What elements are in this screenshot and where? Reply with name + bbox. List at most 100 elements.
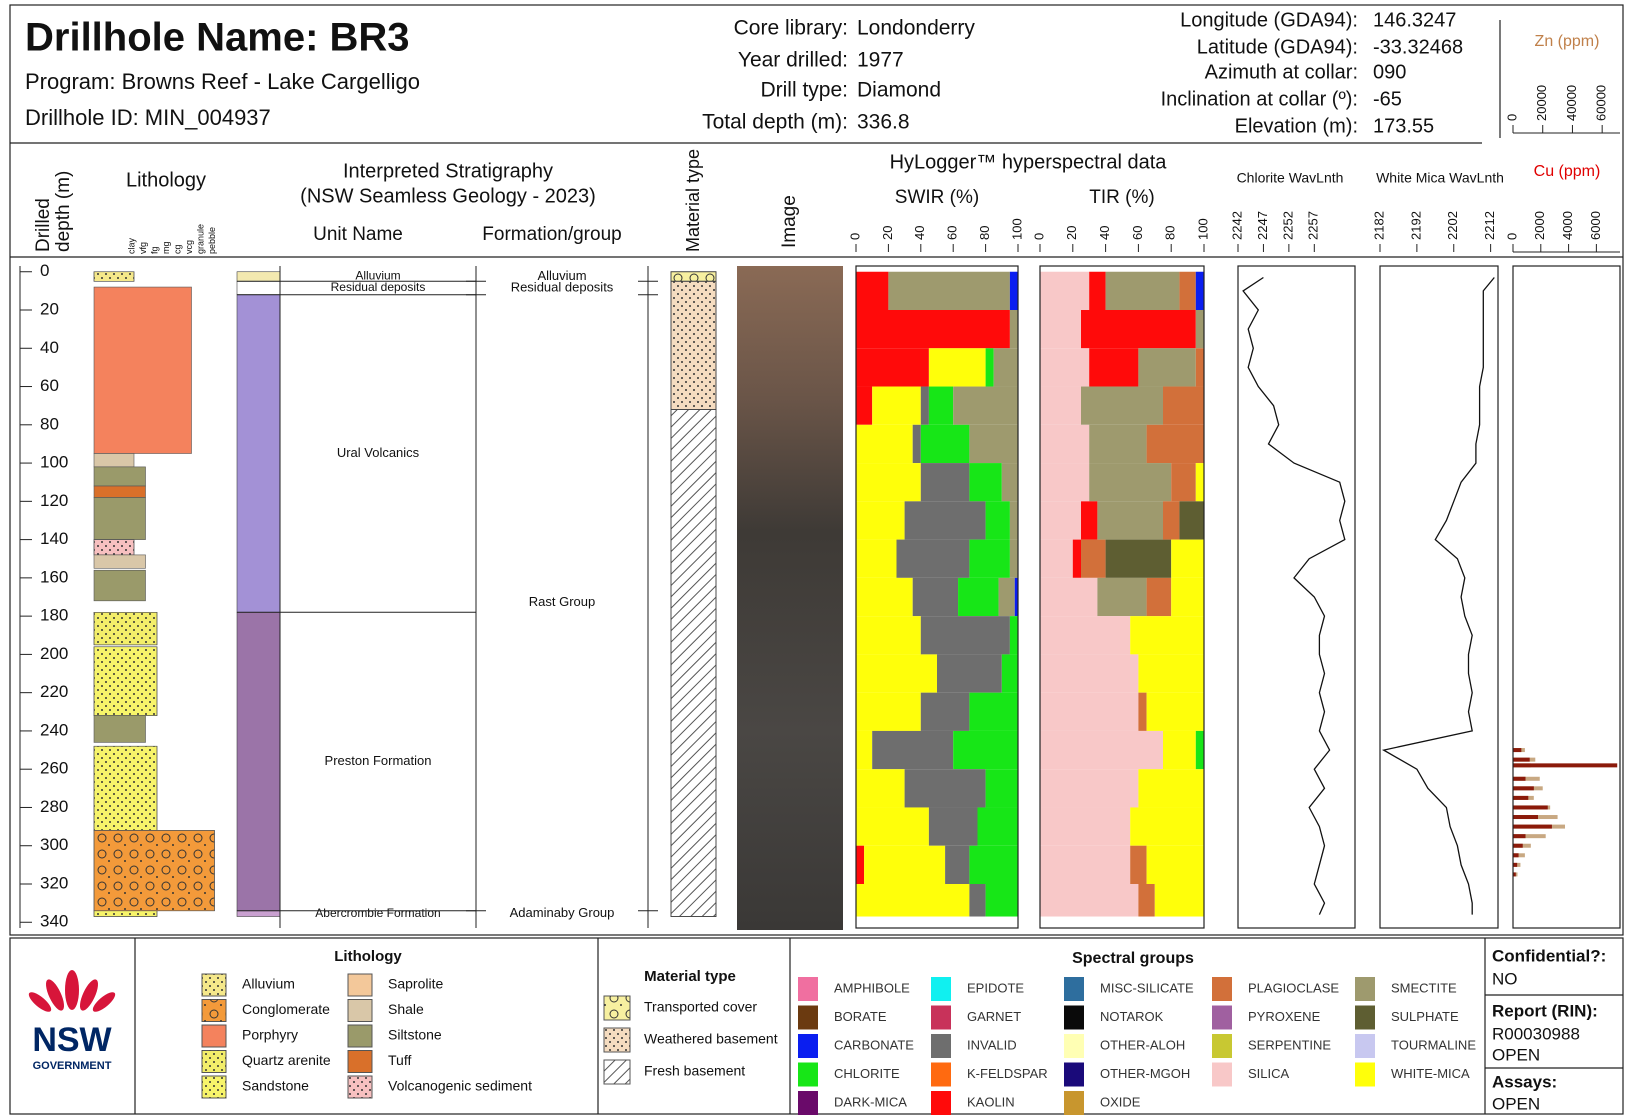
depth-tick-label: 140 bbox=[40, 529, 68, 548]
spectral-segment bbox=[978, 807, 1019, 845]
spectral-segment bbox=[929, 387, 953, 425]
assay-tick-label: 2000 bbox=[1532, 211, 1547, 240]
spectral-segment bbox=[1040, 616, 1130, 654]
grain-size: fg bbox=[149, 246, 159, 254]
legend-swatch bbox=[1064, 977, 1084, 1001]
status-label: Confidential?: bbox=[1492, 946, 1606, 965]
tir-tick-label: 100 bbox=[1195, 218, 1210, 240]
program: Program: Browns Reef - Lake Cargelligo bbox=[25, 69, 420, 94]
legend-swatch bbox=[931, 1063, 951, 1087]
swir-tick-label: 80 bbox=[977, 226, 992, 240]
legend-swatch bbox=[931, 977, 951, 1001]
spectral-segment bbox=[1040, 654, 1138, 692]
unit bbox=[237, 295, 280, 613]
assay-bar bbox=[1513, 758, 1530, 762]
assay-bar bbox=[1513, 863, 1517, 867]
spectral-segment bbox=[1138, 884, 1154, 917]
info-label: Total depth (m): bbox=[702, 111, 848, 134]
drillhole-id: Drillhole ID: MIN_004937 bbox=[25, 105, 271, 130]
legend-label: KAOLIN bbox=[967, 1094, 1015, 1109]
white_mica-tick-label: 2202 bbox=[1445, 211, 1460, 240]
swir-tick-label: 40 bbox=[912, 226, 927, 240]
assay-bar bbox=[1513, 763, 1617, 767]
legend-swatch bbox=[202, 1025, 226, 1047]
assay-bar bbox=[1513, 815, 1538, 819]
swir-tick-label: 100 bbox=[1009, 218, 1024, 240]
info-value: Diamond bbox=[857, 79, 941, 102]
logo bbox=[26, 970, 118, 1015]
spectral-segment bbox=[986, 769, 1018, 807]
depth-tick-label: 0 bbox=[40, 261, 49, 280]
unit-name: Ural Volcanics bbox=[337, 445, 420, 460]
spectral-segment bbox=[986, 348, 994, 386]
depth-tick-label: 80 bbox=[40, 414, 59, 433]
depth-tick-label: 260 bbox=[40, 759, 68, 778]
spectral-segment bbox=[1196, 272, 1204, 310]
column-header: depth (m) bbox=[53, 171, 74, 252]
spectral-segment bbox=[1196, 463, 1204, 501]
spectral-segment bbox=[1179, 272, 1195, 310]
unit-name: Abercrombie Formation bbox=[315, 906, 440, 920]
legend-swatch bbox=[798, 1006, 818, 1030]
legend-swatch-pattern bbox=[348, 1076, 372, 1098]
spectral-segment bbox=[1010, 272, 1018, 310]
column-header: SWIR (%) bbox=[895, 187, 979, 208]
unit bbox=[237, 911, 280, 917]
spectral-segment bbox=[888, 272, 1010, 310]
spectral-segment bbox=[1089, 272, 1105, 310]
legend-label: PLAGIOCLASE bbox=[1248, 980, 1339, 995]
tir-tick-label: 40 bbox=[1097, 226, 1112, 240]
spectral-segment bbox=[1196, 731, 1204, 769]
drillhole-log: Drillhole Name: BR3 Program: Browns Reef… bbox=[0, 0, 1632, 1117]
info-value: 1977 bbox=[857, 49, 904, 72]
legend-swatch bbox=[1355, 1034, 1375, 1058]
assay-bar bbox=[1513, 786, 1534, 790]
tir-tick-label: 80 bbox=[1163, 226, 1178, 240]
legend-swatch-pattern bbox=[202, 1076, 226, 1098]
swir-tick-label: 60 bbox=[945, 226, 960, 240]
legend-swatch bbox=[1064, 1063, 1084, 1087]
spectral-segment bbox=[1089, 425, 1146, 463]
assay-label: Zn (ppm) bbox=[1535, 33, 1600, 50]
legend-label: DARK-MICA bbox=[834, 1094, 907, 1109]
spectral-segment bbox=[856, 769, 905, 807]
collar-label: Inclination at collar (º): bbox=[1161, 88, 1358, 110]
lithology-interval bbox=[94, 467, 146, 486]
legend-label: Transported cover bbox=[644, 999, 757, 1015]
spectral-segment bbox=[1010, 540, 1018, 578]
legend-swatch bbox=[1064, 1091, 1084, 1115]
assay-tick-label: 20000 bbox=[1534, 85, 1549, 121]
column-header: TIR (%) bbox=[1089, 187, 1154, 208]
assay-bar bbox=[1513, 748, 1521, 752]
column-header: Lithology bbox=[126, 169, 206, 191]
spectral-segment bbox=[953, 387, 1018, 425]
spectral-segment bbox=[856, 425, 913, 463]
legend-swatch bbox=[348, 1051, 372, 1073]
spectral-segment bbox=[1130, 616, 1204, 654]
grain-size: granule bbox=[195, 224, 205, 254]
assay-bar bbox=[1513, 853, 1519, 857]
spectral-segment bbox=[1106, 540, 1172, 578]
swir-tick-label: 20 bbox=[880, 226, 895, 240]
legend-label: Saprolite bbox=[388, 976, 443, 992]
assay-bar bbox=[1513, 777, 1526, 781]
status-value: NO bbox=[1492, 969, 1518, 988]
spectral-segment bbox=[1040, 693, 1138, 731]
spectral-segment bbox=[856, 501, 905, 539]
legend-title: Material type bbox=[644, 968, 736, 985]
assay-bar bbox=[1513, 796, 1528, 800]
spectral-segment bbox=[1002, 463, 1018, 501]
legend-swatch bbox=[931, 1034, 951, 1058]
formation-name: Adaminaby Group bbox=[510, 905, 615, 920]
spectral-segment bbox=[1171, 540, 1204, 578]
depth-tick-label: 160 bbox=[40, 567, 68, 586]
title: Drillhole Name: BR3 bbox=[25, 16, 410, 60]
unit bbox=[237, 281, 280, 294]
legend-swatch bbox=[1212, 977, 1232, 1001]
status-label: Report (RIN): bbox=[1492, 1001, 1598, 1020]
spectral-segment bbox=[937, 654, 1002, 692]
collar-label: Longitude (GDA94): bbox=[1180, 9, 1358, 31]
spectral-segment bbox=[994, 348, 1018, 386]
spectral-segment bbox=[856, 540, 897, 578]
legend-label: WHITE-MICA bbox=[1391, 1066, 1470, 1081]
